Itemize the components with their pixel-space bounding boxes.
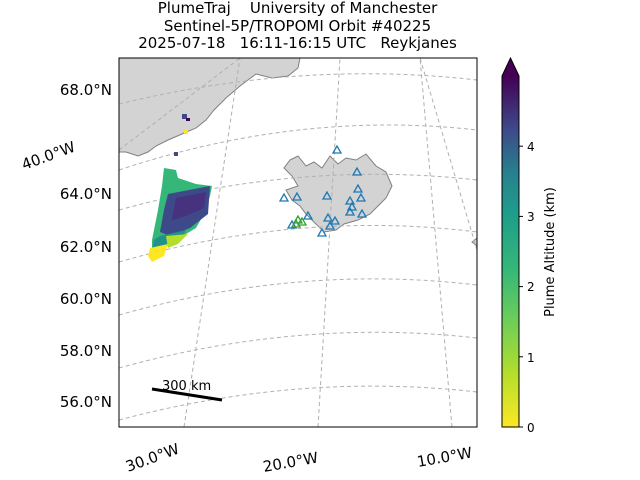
colorbar-tick-4: 4 <box>527 140 535 154</box>
colorbar-tick-0: 0 <box>527 421 535 435</box>
scale-bar <box>151 387 223 402</box>
colorbar-tick-3: 3 <box>527 210 535 224</box>
lat-label-56: 56.0°N <box>60 393 112 411</box>
scale-bar-label: 300 km <box>162 379 211 394</box>
lat-label-68: 68.0°N <box>60 81 112 99</box>
lon-label-10w: 10.0°W <box>416 444 474 471</box>
iceland-landmass <box>283 153 393 233</box>
title-line-3: 2025-07-18 16:11-16:15 UTC Reykjanes <box>138 34 457 52</box>
volcano-markers <box>278 144 368 237</box>
colorbar: 0 1 2 3 4 Plume Altitude (km) <box>501 56 558 435</box>
lon-label-40w: 40.0°W <box>19 138 78 174</box>
latitude-labels: 68.0°N 64.0°N 62.0°N 60.0°N 58.0°N 56.0°… <box>60 81 112 411</box>
map-panel: 300 km <box>119 58 477 427</box>
reykjanes-markers <box>290 214 308 228</box>
lat-label-60: 60.0°N <box>60 290 112 308</box>
lat-label-58: 58.0°N <box>60 342 112 360</box>
title-line-2: Sentinel-5P/TROPOMI Orbit #40225 <box>163 17 432 35</box>
lon-label-20w: 20.0°W <box>262 449 320 476</box>
colorbar-tick-1: 1 <box>527 351 535 365</box>
greenland-landmass <box>119 58 301 157</box>
title-line-1: PlumeTraj University of Manchester <box>157 0 438 17</box>
map-frame <box>118 57 478 428</box>
lat-label-62: 62.0°N <box>60 238 112 256</box>
colorbar-label: Plume Altitude (km) <box>543 187 558 317</box>
colorbar-extend-arrow <box>502 58 519 76</box>
colorbar-gradient <box>502 76 519 427</box>
colorbar-tick-2: 2 <box>527 280 535 294</box>
lon-label-30w: 30.0°W <box>123 440 182 476</box>
lat-label-64: 64.0°N <box>60 185 112 203</box>
plume-swath <box>148 114 212 262</box>
